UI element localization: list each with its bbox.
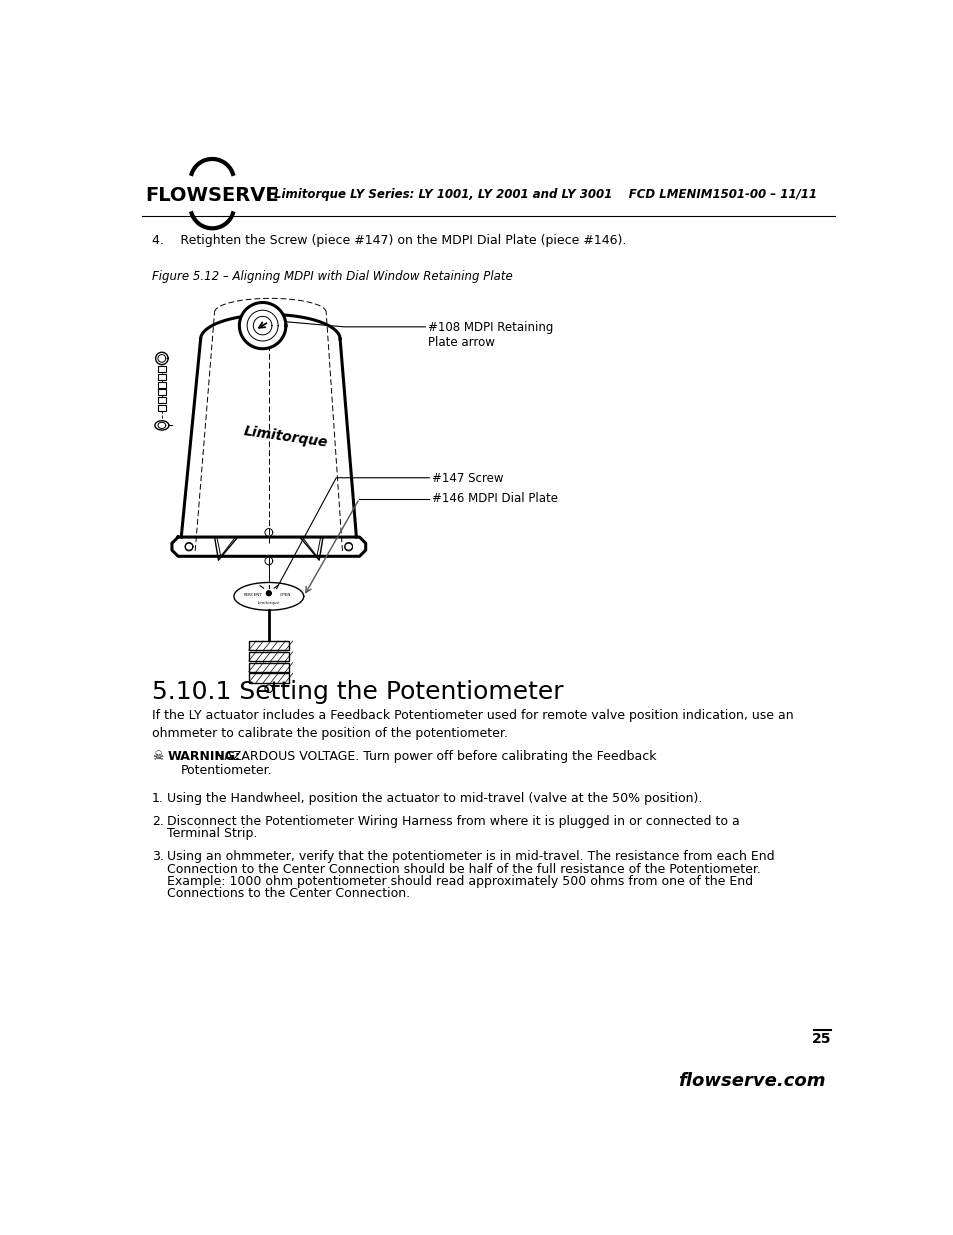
Text: Terminal Strip.: Terminal Strip. <box>167 827 257 840</box>
Text: Using the Handwheel, position the actuator to mid-travel (valve at the 50% posit: Using the Handwheel, position the actuat… <box>167 792 702 805</box>
FancyBboxPatch shape <box>158 366 166 372</box>
Polygon shape <box>181 315 356 537</box>
Text: Limitorque: Limitorque <box>243 424 329 450</box>
Text: PERCENT: PERCENT <box>244 593 262 597</box>
Text: Limitorque LY Series: LY 1001, LY 2001 and LY 3001    FCD LMENIM1501-00 – 11/11: Limitorque LY Series: LY 1001, LY 2001 a… <box>274 188 816 201</box>
Bar <box>249 652 289 661</box>
Text: Connections to the Center Connection.: Connections to the Center Connection. <box>167 888 410 900</box>
Text: 25: 25 <box>811 1032 830 1046</box>
Text: Connection to the Center Connection should be half of the full resistance of the: Connection to the Center Connection shou… <box>167 863 760 876</box>
Text: 5.10.1 Setting the Potentiometer: 5.10.1 Setting the Potentiometer <box>152 679 563 704</box>
Text: 2.: 2. <box>152 815 164 827</box>
Text: FLOWSERVE: FLOWSERVE <box>145 186 279 205</box>
Polygon shape <box>154 421 169 430</box>
FancyBboxPatch shape <box>158 374 166 380</box>
FancyBboxPatch shape <box>158 396 166 403</box>
Polygon shape <box>266 592 271 595</box>
Bar <box>249 641 289 651</box>
Text: If the LY actuator includes a Feedback Potentiometer used for remote valve posit: If the LY actuator includes a Feedback P… <box>152 709 793 740</box>
Text: #146 MDPI Dial Plate: #146 MDPI Dial Plate <box>431 493 557 505</box>
Polygon shape <box>155 352 168 364</box>
Bar <box>249 662 289 672</box>
Text: 3.: 3. <box>152 851 164 863</box>
Text: ☠: ☠ <box>152 751 163 763</box>
Text: #108 MDPI Retaining
Plate arrow: #108 MDPI Retaining Plate arrow <box>427 321 553 350</box>
Text: Potentiometer.: Potentiometer. <box>181 764 273 777</box>
Text: Figure 5.12 – Aligning MDPI with Dial Window Retaining Plate: Figure 5.12 – Aligning MDPI with Dial Wi… <box>152 270 512 283</box>
FancyBboxPatch shape <box>158 389 166 395</box>
Polygon shape <box>239 303 286 348</box>
Text: WARNING:: WARNING: <box>167 751 240 763</box>
FancyBboxPatch shape <box>158 405 166 411</box>
Text: Using an ohmmeter, verify that the potentiometer is in mid-travel. The resistanc: Using an ohmmeter, verify that the poten… <box>167 851 774 863</box>
Polygon shape <box>233 583 303 610</box>
Text: OPEN: OPEN <box>280 593 292 597</box>
Bar <box>249 673 289 683</box>
Text: #147 Screw: #147 Screw <box>431 472 502 484</box>
Text: Limitorque: Limitorque <box>257 600 279 604</box>
FancyBboxPatch shape <box>158 382 166 388</box>
Text: HAZARDOUS VOLTAGE. Turn power off before calibrating the Feedback: HAZARDOUS VOLTAGE. Turn power off before… <box>212 751 657 763</box>
Text: flowserve.com: flowserve.com <box>678 1072 825 1091</box>
Text: Example: 1000 ohm potentiometer should read approximately 500 ohms from one of t: Example: 1000 ohm potentiometer should r… <box>167 876 753 888</box>
Text: Disconnect the Potentiometer Wiring Harness from where it is plugged in or conne: Disconnect the Potentiometer Wiring Harn… <box>167 815 740 827</box>
Polygon shape <box>172 537 365 556</box>
Text: 1.: 1. <box>152 792 164 805</box>
Text: 4.  Retighten the Screw (piece #147) on the MDPI Dial Plate (piece #146).: 4. Retighten the Screw (piece #147) on t… <box>152 235 625 247</box>
